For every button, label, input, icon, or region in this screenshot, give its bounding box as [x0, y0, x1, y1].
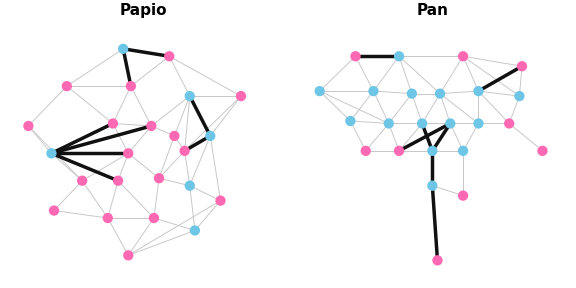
Title: Papio: Papio	[120, 3, 168, 18]
Point	[50, 208, 59, 213]
Point	[418, 121, 427, 126]
Point	[538, 149, 547, 153]
Point	[47, 151, 56, 156]
Point	[346, 119, 355, 123]
Point	[62, 84, 71, 88]
Point	[190, 228, 199, 233]
Point	[474, 121, 483, 126]
Point	[149, 216, 158, 220]
Point	[119, 46, 128, 51]
Point	[407, 91, 416, 96]
Point	[165, 54, 174, 58]
Point	[361, 149, 370, 153]
Point	[236, 94, 245, 98]
Point	[170, 134, 179, 138]
Point	[515, 94, 524, 98]
Point	[505, 121, 514, 126]
Point	[395, 149, 404, 153]
Point	[185, 94, 194, 98]
Point	[216, 198, 225, 203]
Point	[126, 84, 135, 88]
Point	[474, 89, 483, 93]
Point	[78, 178, 87, 183]
Point	[124, 151, 133, 156]
Point	[351, 54, 360, 58]
Point	[517, 64, 526, 69]
Point	[428, 183, 437, 188]
Point	[103, 216, 112, 220]
Point	[147, 124, 156, 128]
Point	[24, 124, 33, 128]
Point	[458, 193, 468, 198]
Point	[384, 121, 393, 126]
Point	[395, 54, 404, 58]
Point	[206, 134, 215, 138]
Point	[428, 149, 437, 153]
Point	[180, 149, 190, 153]
Point	[124, 253, 133, 258]
Point	[446, 121, 455, 126]
Point	[435, 91, 445, 96]
Point	[433, 258, 442, 263]
Point	[369, 89, 378, 93]
Point	[113, 178, 123, 183]
Point	[108, 121, 118, 126]
Point	[458, 149, 468, 153]
Point	[458, 54, 468, 58]
Point	[154, 176, 164, 181]
Point	[315, 89, 324, 93]
Title: Pan: Pan	[416, 3, 448, 18]
Point	[185, 183, 194, 188]
